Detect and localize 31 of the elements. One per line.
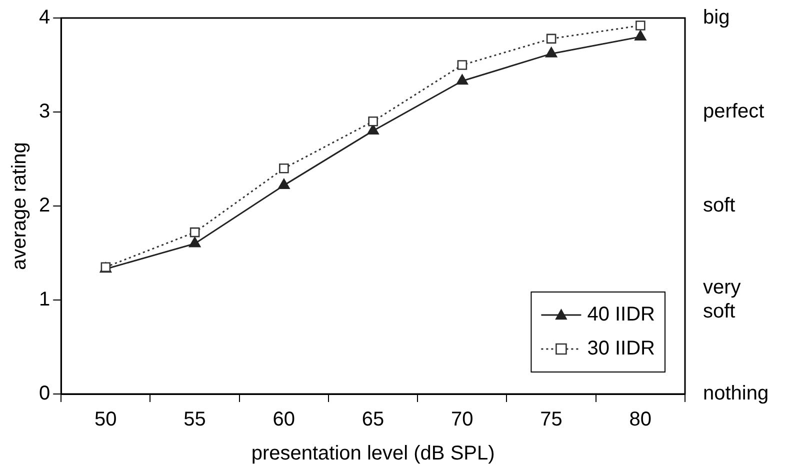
y-tick-label: 0 xyxy=(39,382,50,405)
legend-label: 30 IIDR xyxy=(587,338,656,360)
text: big xyxy=(703,6,730,29)
x-tick-label: 55 xyxy=(184,408,206,431)
point xyxy=(545,47,558,58)
x-tick-label: 75 xyxy=(540,408,562,431)
point xyxy=(368,116,378,126)
y-tick-label: 4 xyxy=(39,6,50,29)
point xyxy=(188,236,201,248)
x-tick-label: 65 xyxy=(362,408,384,431)
x-tick-label: 60 xyxy=(272,408,296,431)
x-tick-label: 50 xyxy=(94,408,117,431)
point xyxy=(456,74,468,85)
y-tick-label: 2 xyxy=(39,194,50,217)
y-tick-label: 1 xyxy=(39,288,50,311)
point xyxy=(279,164,289,174)
y-axis-title: average rating xyxy=(8,142,31,270)
point xyxy=(546,34,556,44)
y-tick-label: 3 xyxy=(39,100,50,123)
text: very soft xyxy=(703,276,741,323)
x-tick-label: 70 xyxy=(451,408,474,431)
point xyxy=(457,60,468,70)
legend-label: 40 IIDR xyxy=(587,304,656,326)
point xyxy=(190,227,200,238)
text: soft xyxy=(703,194,736,217)
x-tick-label: 80 xyxy=(629,408,652,431)
point xyxy=(278,178,290,189)
x-axis-title: presentation level (dB SPL) xyxy=(251,442,495,465)
point xyxy=(634,30,646,40)
text: nothing xyxy=(703,382,769,405)
text: perfect xyxy=(703,100,765,123)
